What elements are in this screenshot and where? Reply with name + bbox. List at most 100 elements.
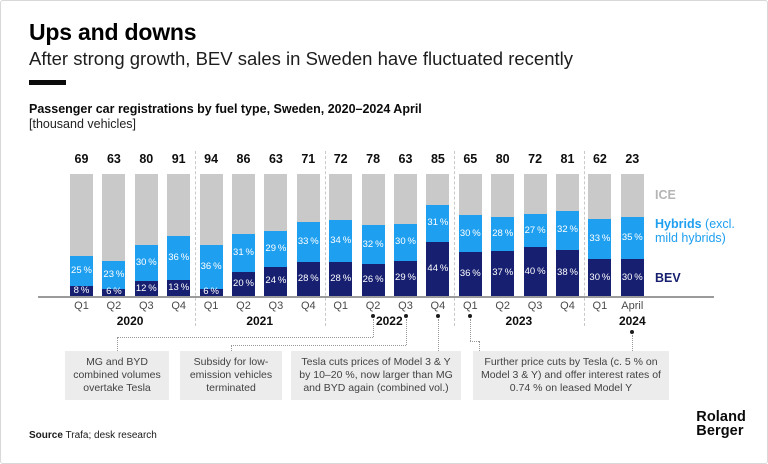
segment-share-label: 12 % [135, 282, 157, 294]
bar-total-2022-Q3: 63 [398, 152, 413, 166]
bar-segment-bev: 6 % [199, 286, 223, 297]
bar-segment-hybrids: 36 % [199, 244, 223, 289]
bar-segment-ice [296, 174, 320, 222]
source-note: Source Trafa; desk research [29, 430, 157, 441]
segment-share-label: 30 % [589, 271, 611, 283]
segment-share-label: 34 % [330, 235, 352, 247]
bar-2022-Q4: 31 % 44 % [426, 174, 450, 296]
bar-segment-hybrids: 25 % [70, 255, 93, 287]
x-tick-2023-Q4: Q4 [560, 300, 575, 312]
bar-segment-ice [70, 174, 93, 256]
roland-berger-logo: Roland Berger [696, 409, 746, 439]
annotation-further-cuts: Further price cuts by Tesla (c. 5 % on M… [473, 351, 669, 400]
callout-dot-2023-Q1 [468, 314, 473, 318]
bar-2020-Q1: 25 % 8 % [70, 174, 93, 296]
segment-share-label: 24 % [265, 275, 287, 287]
bar-segment-ice [232, 174, 255, 234]
bar-segment-ice [167, 174, 191, 237]
bar-2021-Q3: 29 % 24 % [264, 174, 288, 296]
x-tick-2022-Q2: Q2 [365, 300, 381, 312]
legend-hybrids-label: Hybrids [655, 217, 702, 231]
source-text: Trafa; desk research [65, 430, 157, 441]
bar-total-2020-Q4: 91 [171, 152, 186, 166]
bar-segment-bev: 24 % [264, 266, 288, 296]
segment-share-label: 13 % [168, 282, 190, 294]
bar-segment-ice [329, 174, 353, 221]
bar-2024-Q1: 33 % 30 % [588, 174, 612, 296]
bar-2023-Q3: 27 % 40 % [523, 174, 547, 296]
x-tick-2022-Q4: Q4 [430, 300, 446, 312]
legend-ice: ICE [655, 188, 676, 202]
x-tick-2024-Q1: Q1 [592, 300, 608, 312]
x-year-2021: 2021 [246, 314, 274, 328]
callout-line [117, 337, 374, 338]
source-label: Source [29, 430, 63, 441]
bar-segment-bev: 30 % [588, 259, 612, 296]
x-tick-2021-Q4: Q4 [300, 300, 316, 312]
callout-line [231, 345, 232, 351]
segment-share-label: 29 % [395, 272, 416, 284]
bar-total-2021-Q1: 94 [204, 152, 219, 166]
bar-segment-hybrids: 32 % [361, 225, 385, 265]
bar-segment-ice [588, 174, 612, 220]
segment-share-label: 30 % [135, 257, 157, 269]
x-axis-line [38, 296, 714, 298]
bar-2021-Q1: 36 % 6 % [199, 174, 223, 297]
bar-segment-hybrids: 35 % [620, 216, 644, 260]
bar-segment-bev: 40 % [523, 247, 547, 296]
x-tick-2020-Q4: Q4 [171, 300, 187, 312]
bar-segment-bev: 13 % [167, 280, 191, 296]
x-year-2023: 2023 [505, 314, 533, 328]
bar-segment-ice [361, 174, 385, 226]
segment-share-label: 37 % [492, 267, 514, 279]
bar-segment-ice [491, 174, 515, 217]
callout-dot-2022-Q4 [435, 314, 440, 318]
segment-share-label: 35 % [621, 232, 643, 244]
segment-share-label: 32 % [557, 224, 578, 236]
bar-2023-Q4: 32 % 38 % [556, 174, 579, 296]
bar-segment-hybrids: 30 % [394, 224, 417, 261]
bar-segment-hybrids: 23 % [102, 260, 126, 289]
bar-segment-hybrids: 27 % [523, 214, 547, 248]
bar-segment-bev: 29 % [394, 260, 417, 296]
bar-segment-hybrids: 31 % [232, 233, 255, 272]
segment-share-label: 33 % [589, 233, 611, 245]
bar-2022-Q2: 32 % 26 % [361, 174, 385, 296]
segment-share-label: 40 % [524, 265, 546, 277]
bar-segment-bev: 26 % [361, 264, 385, 296]
x-year-2024: 2024 [618, 314, 646, 328]
year-separator [454, 151, 456, 326]
bar-segment-ice [426, 174, 450, 205]
bar-segment-ice [523, 174, 547, 215]
segment-share-label: 28 % [297, 272, 319, 284]
bar-segment-bev: 44 % [426, 242, 450, 296]
bar-2023-Q2: 28 % 37 % [491, 174, 515, 296]
year-separator [324, 151, 326, 326]
bar-total-2023-Q3: 72 [528, 152, 543, 166]
segment-share-label: 36 % [200, 260, 222, 272]
callout-line [231, 345, 406, 346]
segment-share-label: 31 % [233, 246, 254, 258]
bar-total-2020-Q3: 80 [139, 152, 154, 166]
bar-total-2020-Q1: 69 [74, 152, 89, 166]
x-tick-2020-Q3: Q3 [138, 300, 154, 312]
x-tick-2020-Q2: Q2 [106, 300, 122, 312]
bar-total-2020-Q2: 63 [106, 152, 121, 166]
bar-total-2021-Q3: 63 [268, 152, 283, 166]
bar-segment-hybrids: 36 % [167, 236, 191, 281]
segment-share-label: 25 % [71, 264, 92, 276]
x-tick-2021-Q3: Q3 [268, 300, 284, 312]
bar-segment-hybrids: 31 % [426, 204, 450, 243]
x-tick-2021-Q2: Q2 [236, 300, 251, 312]
segment-share-label: 30 % [395, 236, 416, 248]
callout-dot-2022-Q2 [371, 314, 376, 318]
bar-2022-Q3: 30 % 29 % [394, 174, 417, 296]
title-divider [29, 80, 66, 85]
segment-share-label: 38 % [557, 266, 578, 278]
x-tick-2020-Q1: Q1 [74, 300, 89, 312]
callout-line [405, 319, 407, 345]
segment-share-label: 36 % [168, 252, 190, 264]
segment-share-label: 31 % [427, 217, 449, 229]
bar-total-2023-Q1: 65 [463, 152, 478, 166]
